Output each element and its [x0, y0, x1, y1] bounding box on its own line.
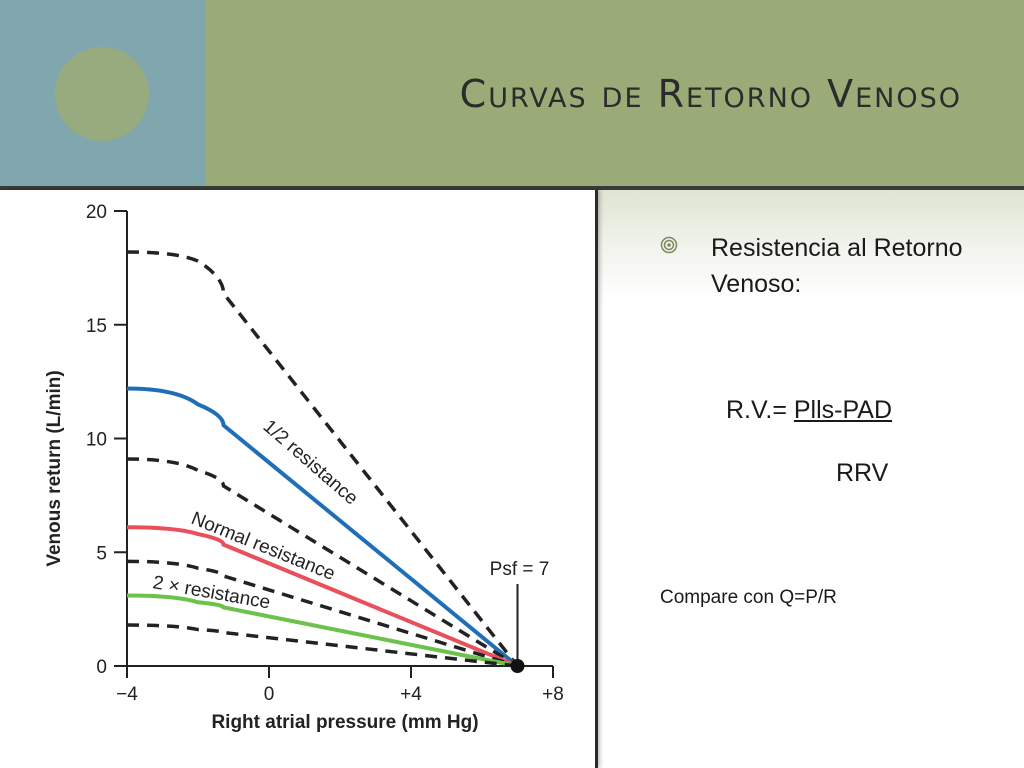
- y-axis-title: Venous return (L/min): [44, 370, 65, 566]
- y-tick-label: 5: [96, 543, 107, 564]
- curve-label: 2 × resistance: [151, 572, 272, 613]
- dashed-curve: [126, 250, 519, 668]
- x-tick-label: +8: [542, 684, 564, 705]
- formula: R.V.= Plls-PAD: [726, 396, 892, 425]
- header-right-panel: [205, 0, 1024, 186]
- x-tick-label: −4: [116, 684, 138, 705]
- dashed-curve: [126, 457, 519, 668]
- y-tick-label: 0: [96, 657, 107, 678]
- y-tick-label: 10: [86, 430, 107, 451]
- psf-label: Psf = 7: [490, 559, 550, 580]
- dashed-curve: [126, 559, 519, 668]
- psf-point: [510, 659, 525, 673]
- curve-label: Normal resistance: [188, 508, 338, 585]
- formula-prefix: R.V.=: [726, 396, 794, 424]
- formula-denominator: RRV: [836, 459, 889, 487]
- bullet-icon: [660, 236, 678, 254]
- resistance-curve: [126, 593, 518, 668]
- venous-return-chart: 0 5 10 15 20 −4 0 +4 +8 Right atrial pressure (mm…: [44, 202, 564, 733]
- y-tick-label: 15: [86, 316, 107, 337]
- bullet-text: Resistencia al Retorno Venoso:: [711, 234, 963, 298]
- chart-panel: 0 5 10 15 20 −4 0 +4 +8 Right atrial pressure (mm…: [0, 190, 598, 768]
- slide-title: Curvas de Retorno Venoso: [459, 72, 962, 116]
- y-tick-label: 20: [86, 202, 107, 223]
- decorative-circle: [55, 47, 149, 141]
- header-divider: [0, 186, 1024, 190]
- x-axis-title: Right atrial pressure (mm Hg): [211, 712, 478, 733]
- dashed-curve: [126, 623, 518, 668]
- x-tick-label: +4: [400, 684, 422, 705]
- resistance-curve: [126, 525, 519, 668]
- header-left-panel: [0, 0, 205, 186]
- compare-note: Compare con Q=P/R: [660, 587, 837, 608]
- content-panel: [598, 190, 1024, 768]
- formula-numerator: Plls-PAD: [793, 396, 893, 424]
- x-tick-label: 0: [264, 684, 275, 705]
- resistance-curve: [126, 386, 519, 668]
